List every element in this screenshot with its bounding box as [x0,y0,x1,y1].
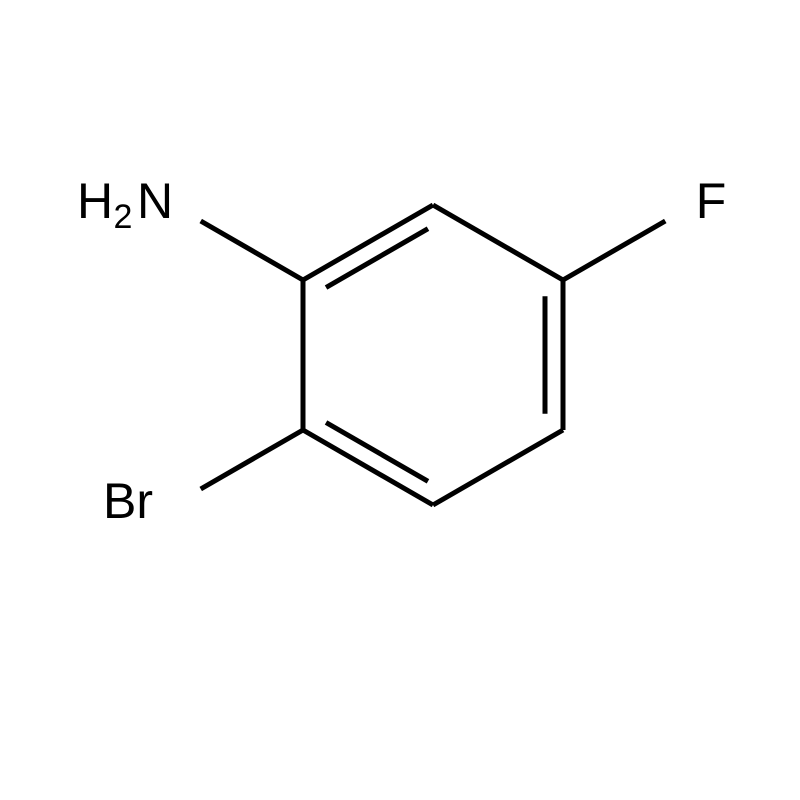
atom-label-text: F [696,173,727,229]
substituent-bond-bromine [201,430,303,489]
substituent-bond-amine [201,221,303,280]
atom-label-text: 2 [114,198,133,236]
atom-label-text: Br [103,473,153,529]
substituent-bond-fluorine [563,221,665,280]
ring-bond [303,205,433,280]
ring-bond [303,430,433,505]
atom-label-text: H [77,173,113,229]
atom-label-bromine: Br [103,473,153,529]
molecule-canvas: H2N Br F [0,0,800,800]
atom-label-fluorine: F [696,173,727,229]
atom-label-amine: H2N [77,173,173,236]
ring-bond [433,205,563,280]
ring-bond [433,430,563,505]
atom-label-text: N [137,173,173,229]
